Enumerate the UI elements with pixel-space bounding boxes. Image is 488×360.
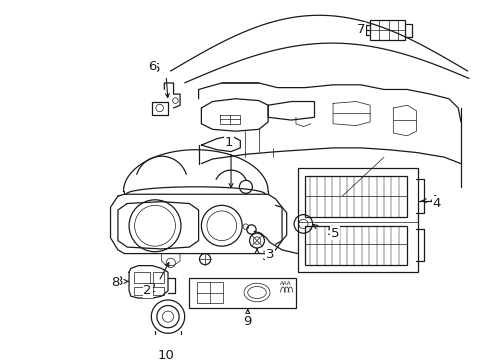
Bar bbox=[196, 282, 222, 303]
Text: 1: 1 bbox=[224, 136, 233, 149]
Text: 1: 1 bbox=[226, 134, 235, 147]
Text: 7: 7 bbox=[356, 23, 365, 36]
Text: 4: 4 bbox=[428, 194, 436, 207]
Bar bbox=[133, 287, 150, 295]
Text: 3: 3 bbox=[262, 250, 270, 263]
Text: 9: 9 bbox=[243, 312, 251, 325]
Text: 9: 9 bbox=[243, 315, 251, 328]
Bar bbox=[133, 272, 150, 283]
Text: 10: 10 bbox=[158, 349, 174, 360]
Text: 4: 4 bbox=[432, 197, 440, 210]
Text: 5: 5 bbox=[326, 225, 335, 238]
Text: 6: 6 bbox=[148, 60, 156, 73]
Text: 8: 8 bbox=[111, 276, 119, 289]
Text: 8: 8 bbox=[114, 275, 122, 288]
Text: 10: 10 bbox=[159, 347, 176, 360]
Text: 7: 7 bbox=[359, 24, 367, 37]
Bar bbox=[189, 278, 295, 308]
Text: 3: 3 bbox=[265, 248, 274, 261]
Text: 6: 6 bbox=[150, 62, 159, 75]
Bar bbox=[297, 168, 418, 272]
Text: AAA: AAA bbox=[280, 281, 291, 286]
Bar bbox=[153, 272, 164, 283]
Bar bbox=[369, 20, 405, 40]
Text: 5: 5 bbox=[330, 227, 339, 240]
Text: 2: 2 bbox=[143, 284, 152, 297]
Bar bbox=[305, 176, 407, 217]
Text: 2: 2 bbox=[148, 282, 156, 295]
Bar bbox=[305, 226, 407, 265]
Bar bbox=[153, 287, 164, 295]
